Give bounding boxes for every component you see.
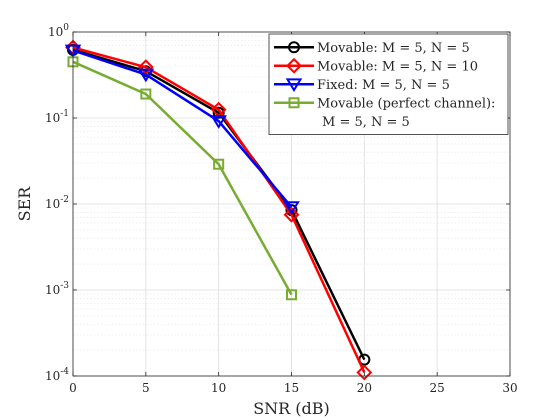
- square-marker: [213, 158, 225, 170]
- legend-entry-4: Movable (perfect channel): M = 5, N = 5: [274, 96, 495, 130]
- legend-entry-1: Movable: M = 5, N = 5: [274, 41, 470, 56]
- series-line: [72, 60, 293, 296]
- x-tick-label: 15: [284, 381, 299, 395]
- legend-label: M = 5, N = 5: [322, 115, 410, 130]
- legend-label: Movable: M = 5, N = 10: [317, 59, 478, 74]
- x-tick-label: 20: [357, 381, 372, 395]
- x-tick-label: 0: [69, 381, 77, 395]
- square-marker: [140, 88, 152, 100]
- legend-entry-3: Fixed: M = 5, N = 5: [274, 78, 450, 93]
- triangle-down-marker: [285, 78, 303, 93]
- diamond-marker: [286, 57, 302, 74]
- x-tick-label: 5: [142, 381, 150, 395]
- triangle-down-marker: [137, 68, 155, 83]
- legend-label: Movable (perfect channel):: [317, 96, 495, 111]
- circle-marker: [212, 106, 225, 119]
- y-tick-label: 10-1: [45, 109, 69, 125]
- series-line: [72, 48, 366, 361]
- x-tick-label: 30: [502, 381, 517, 395]
- square-marker: [286, 289, 297, 301]
- diamond-marker: [356, 364, 373, 381]
- legend-entry-2: Movable: M = 5, N = 10: [274, 57, 478, 74]
- x-tick-label: 10: [211, 381, 226, 395]
- triangle-down-marker: [283, 201, 300, 215]
- legend-label: Movable: M = 5, N = 5: [317, 41, 470, 56]
- axis-ticks: 0 5 10 15 20 25 30 100 10-1 10-2 10-3 10-4: [45, 23, 518, 395]
- series-line: [72, 46, 366, 373]
- diamond-marker: [283, 206, 300, 223]
- y-tick-label: 10-3: [45, 281, 69, 297]
- legend-label: Fixed: M = 5, N = 5: [317, 78, 450, 93]
- triangle-down-marker: [210, 115, 227, 129]
- circle-marker: [288, 41, 300, 54]
- x-axis-label: SNR (dB): [253, 399, 330, 418]
- legend: Movable: M = 5, N = 5 Movable: M = 5, N =…: [268, 33, 509, 135]
- y-tick-label: 10-4: [45, 367, 69, 383]
- y-tick-label: 10-2: [45, 195, 69, 211]
- series-line: [72, 49, 293, 208]
- x-tick-label: 25: [430, 381, 445, 395]
- y-tick-label: 100: [48, 23, 69, 39]
- y-axis-label: SER: [15, 186, 34, 222]
- square-marker: [288, 97, 300, 109]
